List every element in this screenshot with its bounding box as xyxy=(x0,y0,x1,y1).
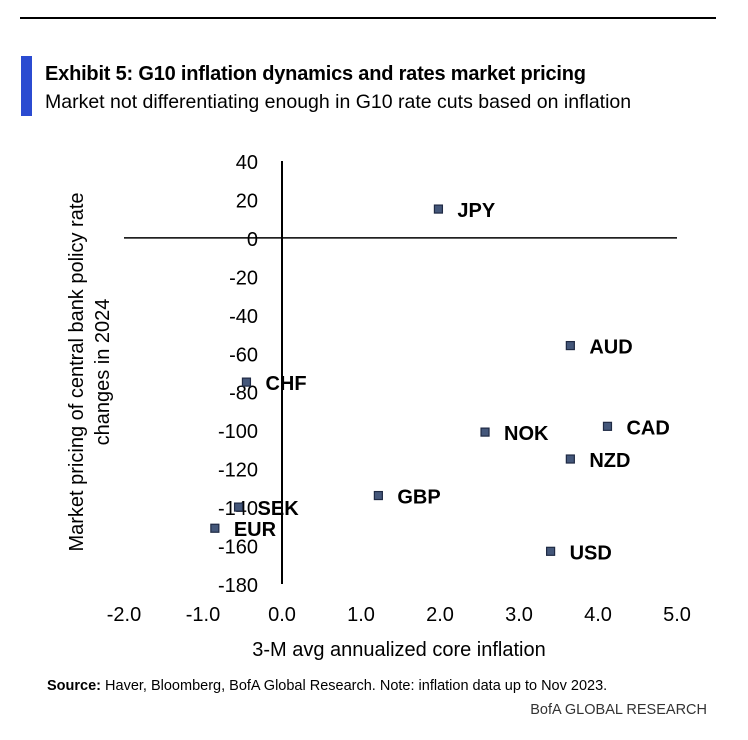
y-tick-label: 0 xyxy=(247,229,258,251)
point-jpy xyxy=(433,204,444,214)
point-chf xyxy=(241,377,252,387)
y-tick-label: 40 xyxy=(236,152,258,174)
x-axis-label: 3-M avg annualized core inflation xyxy=(252,639,546,661)
point-eur xyxy=(210,523,220,533)
point-nok xyxy=(480,427,490,437)
point-label-cad: CAD xyxy=(626,417,669,439)
y-tick-label: -160 xyxy=(218,537,258,559)
point-label-nok: NOK xyxy=(504,423,549,445)
source-text: Haver, Bloomberg, BofA Global Research. … xyxy=(101,678,608,694)
source-label: Source: xyxy=(47,678,101,694)
y-axis-label-line: changes in 2024 xyxy=(92,299,114,446)
point-aud xyxy=(565,340,575,351)
brand-footer: BofA GLOBAL RESEARCH xyxy=(530,702,707,718)
point-label-eur: EUR xyxy=(234,519,277,541)
x-tick-label: 2.0 xyxy=(426,604,454,626)
x-tick-label: 5.0 xyxy=(663,604,691,626)
y-tick-label: -120 xyxy=(218,460,258,482)
point-cad xyxy=(602,421,613,431)
point-gbp xyxy=(373,490,383,501)
title-accent-bar xyxy=(21,56,32,116)
top-rule xyxy=(20,17,716,19)
point-label-sek: SEK xyxy=(258,498,300,520)
exhibit-title: Exhibit 5: G10 inflation dynamics and ra… xyxy=(45,63,586,85)
point-label-aud: AUD xyxy=(589,337,632,359)
y-tick-label: -60 xyxy=(229,344,258,366)
point-sek xyxy=(233,502,244,512)
point-label-nzd: NZD xyxy=(589,450,630,472)
x-tick-label: 4.0 xyxy=(584,604,612,626)
y-tick-label: 20 xyxy=(236,190,258,212)
y-tick-label: -20 xyxy=(229,267,258,289)
x-tick-labels: -2.0 -1.0 0.0 1.0 2.0 3.0 4.0 5.0 xyxy=(107,604,691,626)
y-tick-label: -180 xyxy=(218,575,258,597)
x-tick-label: 3.0 xyxy=(505,604,533,626)
y-axis-label-line: Market pricing of central bank policy ra… xyxy=(66,192,88,551)
point-label-usd: USD xyxy=(570,542,612,564)
x-tick-label: -1.0 xyxy=(186,604,220,626)
exhibit-subtitle: Market not differentiating enough in G10… xyxy=(45,91,632,113)
x-tick-label: 1.0 xyxy=(347,604,375,626)
x-tick-label: 0.0 xyxy=(268,604,296,626)
y-tick-label: -100 xyxy=(218,421,258,443)
source-note: Source: Haver, Bloomberg, BofA Global Re… xyxy=(47,678,607,694)
point-label-jpy: JPY xyxy=(457,200,495,222)
x-tick-label: -2.0 xyxy=(107,604,141,626)
point-usd xyxy=(545,546,556,556)
y-axis-label: Market pricing of central bank policy ra… xyxy=(66,192,114,551)
point-label-gbp: GBP xyxy=(397,487,440,509)
y-tick-label: -80 xyxy=(229,383,258,405)
y-tick-label: -40 xyxy=(229,306,258,328)
point-nzd xyxy=(565,454,575,464)
point-label-chf: CHF xyxy=(265,373,306,395)
data-points xyxy=(210,204,613,556)
